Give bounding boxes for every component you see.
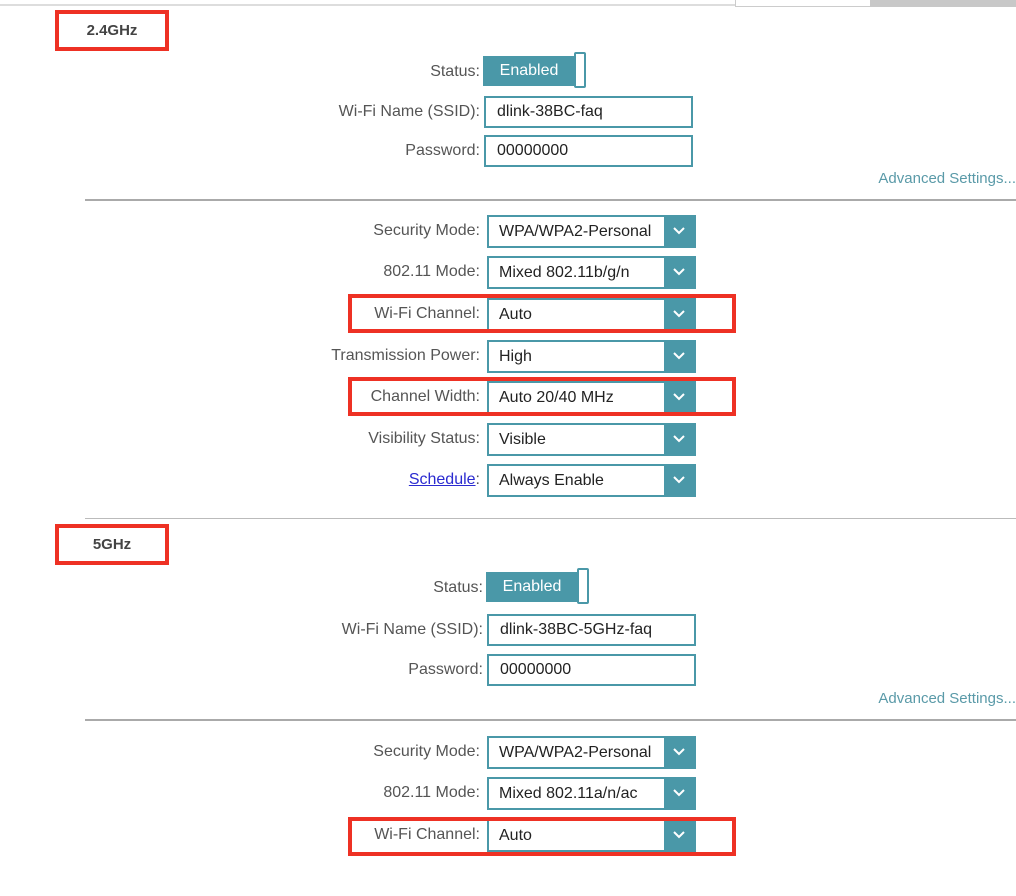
chevron-down-icon[interactable]	[664, 466, 694, 495]
status-toggle[interactable]: Enabled	[483, 52, 587, 88]
select-dropdown[interactable]: WPA/WPA2-Personal	[487, 736, 696, 769]
highlight-box	[348, 817, 736, 856]
select-value: WPA/WPA2-Personal	[499, 223, 652, 240]
band-label: 5GHz	[55, 524, 169, 565]
chevron-down-icon[interactable]	[664, 342, 694, 371]
password-label: Password:	[408, 661, 483, 678]
toggle-enabled: Enabled	[486, 572, 578, 602]
select-label: Wi-Fi Channel:	[374, 305, 480, 322]
advanced-settings-link[interactable]: Advanced Settings...	[878, 170, 1016, 187]
chevron-down-icon[interactable]	[664, 258, 694, 287]
select-dropdown[interactable]: Auto 20/40 MHz	[487, 381, 696, 414]
ssid-label: Wi-Fi Name (SSID):	[338, 103, 480, 120]
select-value: Always Enable	[499, 472, 604, 489]
divider	[85, 199, 1016, 201]
chevron-down-icon[interactable]	[664, 217, 694, 246]
toggle-knob[interactable]	[574, 52, 586, 88]
select-label: Transmission Power:	[331, 347, 480, 364]
advanced-settings-link[interactable]: Advanced Settings...	[878, 690, 1016, 707]
top-tab[interactable]	[735, 0, 872, 7]
select-label: 802.11 Mode:	[383, 784, 480, 801]
ssid-input[interactable]: dlink-38BC-faq	[484, 96, 693, 128]
select-value: Mixed 802.11b/g/n	[499, 264, 630, 281]
ssid-input[interactable]: dlink-38BC-5GHz-faq	[487, 614, 696, 646]
select-value: WPA/WPA2-Personal	[499, 744, 652, 761]
select-label: Security Mode:	[373, 743, 480, 760]
chevron-down-icon[interactable]	[664, 425, 694, 454]
chevron-down-icon[interactable]	[664, 779, 694, 808]
select-label: 802.11 Mode:	[383, 263, 480, 280]
section-divider	[85, 518, 1016, 519]
band-text: 5GHz	[92, 536, 132, 553]
select-label: Channel Width:	[370, 388, 480, 405]
schedule-label: Schedule:	[408, 471, 480, 488]
select-value: Auto	[499, 827, 532, 844]
chevron-down-icon[interactable]	[664, 738, 694, 767]
status-toggle[interactable]: Enabled	[486, 568, 590, 604]
schedule-link[interactable]: Schedule	[408, 471, 476, 488]
select-dropdown[interactable]: Visible	[487, 423, 696, 456]
chevron-down-icon[interactable]	[664, 383, 694, 412]
select-dropdown[interactable]: Auto	[487, 819, 696, 852]
band-text: 2.4GHz	[86, 22, 138, 39]
toggle-knob[interactable]	[577, 568, 589, 604]
password-input[interactable]: 00000000	[484, 135, 693, 167]
select-value: Auto 20/40 MHz	[499, 389, 614, 406]
select-label: Visibility Status:	[368, 430, 480, 447]
band-label: 2.4GHz	[55, 10, 169, 51]
select-dropdown[interactable]: Always Enable	[487, 464, 696, 497]
status-label: Status:	[430, 63, 480, 80]
select-value: Visible	[499, 431, 546, 448]
chevron-down-icon[interactable]	[664, 300, 694, 329]
select-dropdown[interactable]: Mixed 802.11a/n/ac	[487, 777, 696, 810]
select-value: Mixed 802.11a/n/ac	[499, 785, 638, 802]
highlight-box	[348, 294, 736, 333]
select-dropdown[interactable]: Mixed 802.11b/g/n	[487, 256, 696, 289]
select-dropdown[interactable]: WPA/WPA2-Personal	[487, 215, 696, 248]
password-label: Password:	[405, 142, 480, 159]
highlight-box	[348, 377, 736, 416]
select-label: Wi-Fi Channel:	[374, 826, 480, 843]
password-input[interactable]: 00000000	[487, 654, 696, 686]
top-divider	[0, 4, 735, 6]
status-label: Status:	[433, 579, 483, 596]
divider	[85, 719, 1016, 721]
toggle-enabled: Enabled	[483, 56, 575, 86]
select-value: High	[499, 348, 532, 365]
select-dropdown[interactable]: High	[487, 340, 696, 373]
select-value: Auto	[499, 306, 532, 323]
chevron-down-icon[interactable]	[664, 821, 694, 850]
ssid-label: Wi-Fi Name (SSID):	[341, 621, 483, 638]
select-label: Security Mode:	[373, 222, 480, 239]
top-scroll-area	[870, 0, 1016, 7]
